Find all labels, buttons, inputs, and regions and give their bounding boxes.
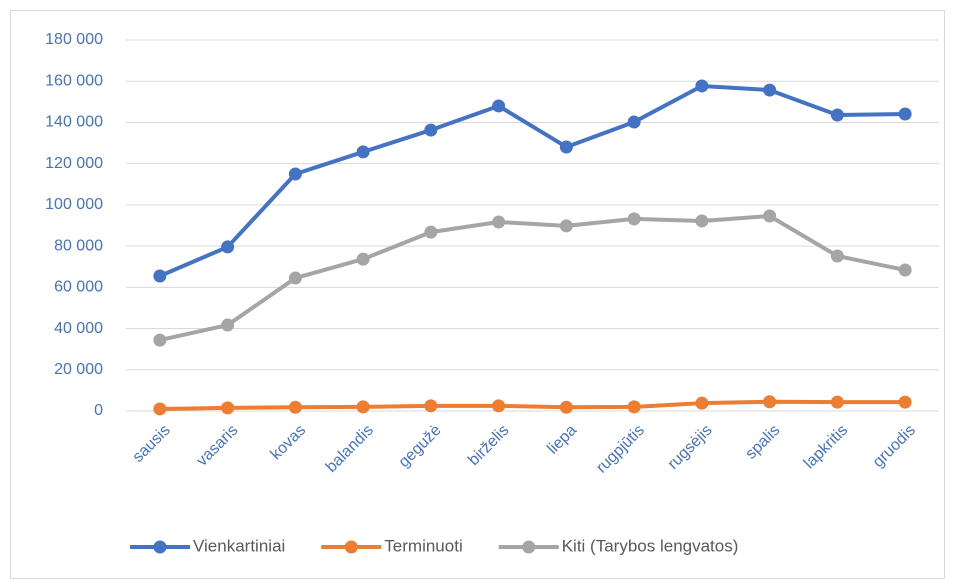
data-point xyxy=(559,219,573,233)
data-point xyxy=(424,225,438,239)
series-line xyxy=(159,83,906,278)
y-tick-label: 80 000 xyxy=(54,237,103,254)
data-point xyxy=(695,214,709,228)
data-point xyxy=(288,271,302,285)
data-point xyxy=(288,167,302,181)
data-point xyxy=(221,401,235,415)
y-tick-label: 140 000 xyxy=(45,114,103,131)
y-tick-label: 0 xyxy=(94,402,103,419)
data-point xyxy=(898,107,912,121)
y-tick-label: 40 000 xyxy=(54,320,103,337)
data-point xyxy=(221,318,235,332)
legend-label: Kiti (Tarybos lengvatos) xyxy=(562,536,739,555)
data-point xyxy=(221,240,235,254)
legend-marker xyxy=(522,540,536,554)
legend-label: Terminuoti xyxy=(384,536,462,555)
data-point xyxy=(153,402,167,416)
data-point xyxy=(695,396,709,410)
data-point xyxy=(830,395,844,409)
data-point xyxy=(898,263,912,277)
data-point xyxy=(559,140,573,154)
data-point xyxy=(492,215,506,229)
legend-marker xyxy=(153,540,167,554)
data-point xyxy=(492,99,506,113)
y-tick-label: 20 000 xyxy=(54,361,103,378)
y-tick-label: 120 000 xyxy=(45,155,103,172)
data-point xyxy=(153,333,167,347)
data-point xyxy=(627,115,641,129)
y-tick-label: 100 000 xyxy=(45,196,103,213)
y-tick-label: 160 000 xyxy=(45,72,103,89)
data-point xyxy=(356,252,370,266)
data-point xyxy=(763,83,777,97)
legend-marker xyxy=(344,540,358,554)
data-point xyxy=(356,400,370,414)
data-point xyxy=(627,212,641,226)
data-point xyxy=(288,400,302,414)
data-point xyxy=(424,123,438,137)
data-point xyxy=(356,145,370,159)
y-tick-label: 180 000 xyxy=(45,31,103,48)
data-point xyxy=(424,399,438,413)
legend-label: Vienkartiniai xyxy=(193,536,285,555)
data-point xyxy=(153,269,167,283)
data-point xyxy=(492,399,506,413)
chart-border xyxy=(10,10,945,579)
y-tick-label: 60 000 xyxy=(54,279,103,296)
data-point xyxy=(763,209,777,223)
series-line xyxy=(159,399,906,411)
data-point xyxy=(627,400,641,414)
data-point xyxy=(898,395,912,409)
series-line xyxy=(159,214,906,343)
data-point xyxy=(830,249,844,263)
data-point xyxy=(830,108,844,122)
data-point xyxy=(559,400,573,414)
data-point xyxy=(695,79,709,93)
data-point xyxy=(763,395,777,409)
